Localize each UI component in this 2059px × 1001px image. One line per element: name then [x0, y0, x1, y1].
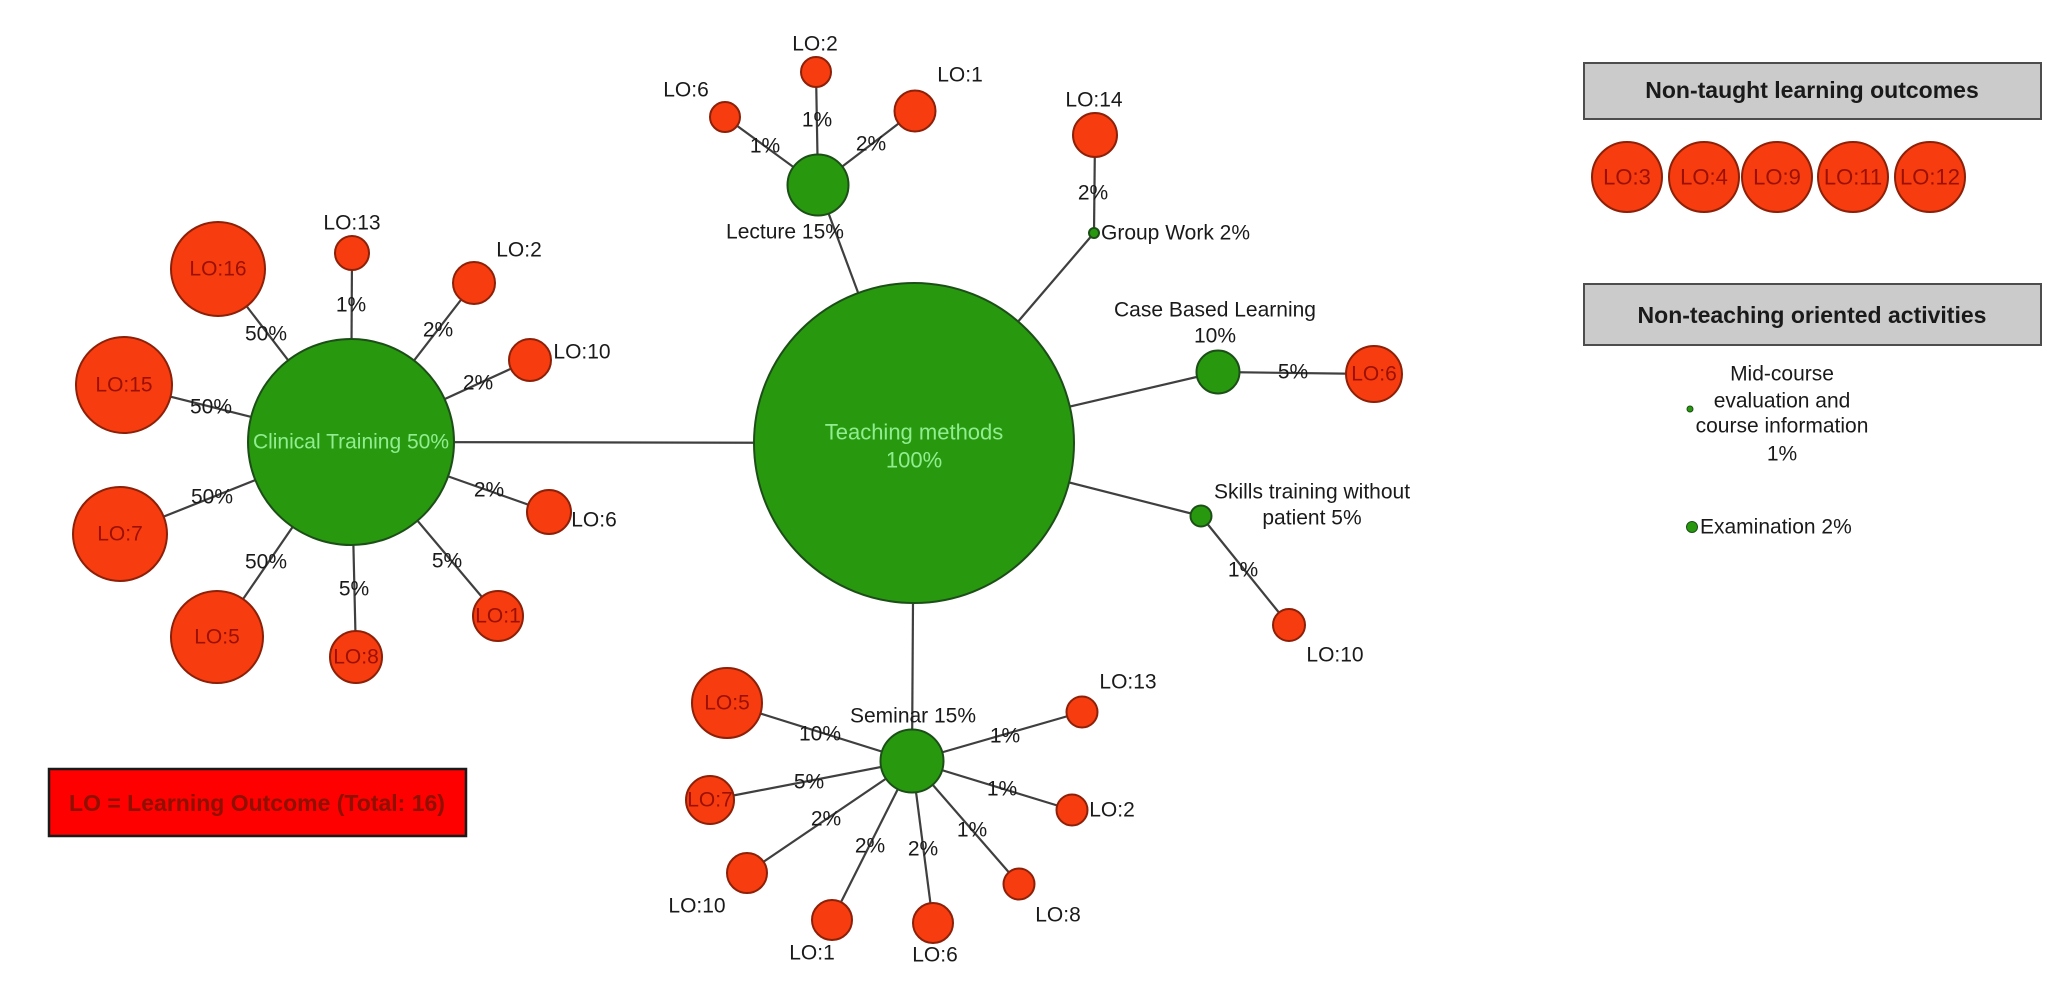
svg-text:LO:9: LO:9 [1753, 165, 1801, 190]
svg-text:50%: 50% [191, 486, 233, 509]
svg-text:1%: 1% [990, 725, 1020, 748]
svg-text:Seminar 15%: Seminar 15% [850, 705, 976, 728]
svg-text:LO:1: LO:1 [789, 942, 835, 965]
svg-text:LO:10: LO:10 [1306, 644, 1363, 667]
svg-text:LO:6: LO:6 [912, 944, 958, 967]
svg-text:5%: 5% [432, 550, 462, 573]
svg-text:Lecture 15%: Lecture 15% [726, 221, 844, 244]
svg-text:LO:7: LO:7 [687, 789, 733, 812]
svg-text:Skills training without: Skills training without [1214, 481, 1410, 504]
svg-text:50%: 50% [190, 396, 232, 419]
svg-text:1%: 1% [802, 109, 832, 132]
svg-text:LO:2: LO:2 [496, 239, 542, 262]
svg-text:1%: 1% [1228, 559, 1258, 582]
svg-text:LO:7: LO:7 [97, 523, 143, 546]
svg-text:1%: 1% [1767, 443, 1797, 466]
svg-text:LO = Learning Outcome (Total:: LO = Learning Outcome (Total: 16) [69, 790, 445, 816]
svg-text:2%: 2% [855, 835, 885, 858]
svg-text:1%: 1% [336, 294, 366, 317]
svg-text:LO:15: LO:15 [95, 374, 152, 397]
svg-text:2%: 2% [908, 838, 938, 861]
svg-text:5%: 5% [794, 771, 824, 794]
svg-text:10%: 10% [799, 723, 841, 746]
svg-text:10%: 10% [1194, 325, 1236, 348]
svg-text:LO:10: LO:10 [553, 341, 610, 364]
svg-text:LO:11: LO:11 [1824, 165, 1882, 190]
svg-text:LO:8: LO:8 [1035, 904, 1081, 927]
svg-text:LO:4: LO:4 [1680, 165, 1728, 190]
svg-text:LO:2: LO:2 [792, 33, 838, 56]
svg-text:Case Based Learning: Case Based Learning [1114, 299, 1316, 322]
svg-text:5%: 5% [339, 578, 369, 601]
svg-text:LO:2: LO:2 [1089, 799, 1135, 822]
svg-text:2%: 2% [463, 372, 493, 395]
svg-text:Non-teaching oriented activiti: Non-teaching oriented activities [1638, 302, 1987, 328]
svg-text:2%: 2% [474, 479, 504, 502]
svg-text:course information: course information [1696, 415, 1869, 438]
svg-text:LO:1: LO:1 [937, 64, 983, 87]
svg-text:Examination 2%: Examination 2% [1700, 516, 1852, 539]
svg-text:Mid-course: Mid-course [1730, 363, 1834, 386]
svg-text:Non-taught learning outcomes: Non-taught learning outcomes [1645, 77, 1979, 103]
svg-text:2%: 2% [1078, 182, 1108, 205]
svg-text:LO:10: LO:10 [668, 895, 725, 918]
svg-text:50%: 50% [245, 551, 287, 574]
svg-text:patient 5%: patient 5% [1262, 507, 1361, 530]
svg-text:LO:16: LO:16 [189, 258, 246, 281]
svg-text:LO:13: LO:13 [323, 212, 380, 235]
svg-text:Clinical Training 50%: Clinical Training 50% [253, 431, 449, 454]
svg-text:1%: 1% [750, 135, 780, 158]
svg-text:2%: 2% [423, 319, 453, 342]
svg-text:LO:5: LO:5 [194, 626, 240, 649]
svg-text:2%: 2% [811, 808, 841, 831]
svg-text:100%: 100% [886, 448, 942, 473]
svg-text:50%: 50% [245, 323, 287, 346]
svg-text:LO:8: LO:8 [333, 646, 379, 669]
svg-text:LO:6: LO:6 [571, 509, 617, 532]
svg-text:5%: 5% [1278, 361, 1308, 384]
svg-text:LO:6: LO:6 [1351, 363, 1397, 386]
svg-text:Group Work 2%: Group Work 2% [1101, 222, 1250, 245]
svg-text:1%: 1% [987, 778, 1017, 801]
svg-text:LO:14: LO:14 [1065, 89, 1123, 112]
svg-text:LO:12: LO:12 [1900, 165, 1960, 190]
svg-text:LO:3: LO:3 [1603, 165, 1651, 190]
svg-text:2%: 2% [856, 133, 886, 156]
svg-text:LO:13: LO:13 [1099, 671, 1156, 694]
svg-text:LO:5: LO:5 [704, 692, 750, 715]
svg-text:LO:1: LO:1 [475, 605, 521, 628]
svg-text:Teaching methods: Teaching methods [825, 420, 1004, 445]
svg-text:1%: 1% [957, 819, 987, 842]
svg-text:LO:6: LO:6 [663, 79, 709, 102]
svg-text:evaluation and: evaluation and [1714, 390, 1851, 413]
